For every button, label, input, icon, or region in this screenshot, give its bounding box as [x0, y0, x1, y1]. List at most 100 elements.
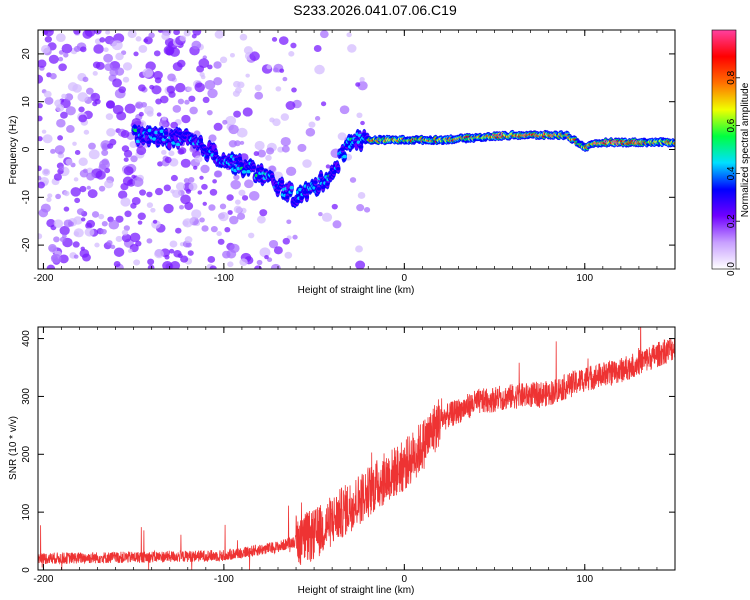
- spectrogram-y-label: Frequency (Hz): [8, 116, 19, 185]
- spectrogram-cell: [73, 228, 84, 238]
- spectrogram-cell: [38, 103, 43, 109]
- spectrogram-cell: [169, 261, 181, 269]
- spectrogram-cell: [237, 81, 245, 89]
- spectrogram-cell: [86, 185, 91, 190]
- spectrogram-cell: [363, 206, 371, 213]
- spectrogram-cell: [86, 219, 96, 228]
- spectrogram-cell: [214, 30, 224, 39]
- spectrogram-cell: [187, 250, 194, 256]
- spectrogram-cell: [282, 76, 288, 82]
- spectrogram-y-ticks: -20 -10 0 10 20: [21, 48, 675, 252]
- spectrogram-cell: [70, 187, 81, 197]
- spectrogram-cell: [124, 210, 132, 218]
- spectrogram-cell: [188, 95, 196, 102]
- spectrogram-cell: [77, 92, 89, 102]
- snr-y-tick-label: 300: [21, 388, 32, 405]
- spectrogram-cell: [179, 35, 187, 42]
- spectrogram-cell: [64, 93, 74, 101]
- spectrogram-cell: [183, 178, 190, 184]
- spectrogram-cell: [243, 46, 253, 55]
- spectrogram-cell: [291, 87, 297, 93]
- spectrogram-cell: [216, 231, 222, 237]
- spectrogram-ridge-cell: [163, 131, 169, 135]
- spectrogram-y-tick-label: 20: [21, 48, 32, 60]
- snr-x-tick-label: -200: [33, 574, 53, 585]
- spectrogram-cell: [122, 62, 133, 71]
- spectrogram-cell: [233, 205, 243, 214]
- spectrogram-cell: [38, 175, 42, 181]
- spectrogram-cell: [184, 99, 190, 105]
- spectrogram-cell: [266, 147, 275, 155]
- spectrogram-cell: [88, 149, 100, 160]
- spectrogram-cell: [79, 185, 87, 193]
- spectrogram-cell: [163, 184, 171, 192]
- spectrogram-cell: [198, 58, 210, 69]
- spectrogram-cell: [98, 185, 106, 192]
- spectrogram-cell: [42, 134, 53, 144]
- spectrogram-cell: [73, 216, 83, 225]
- spectrogram-cell: [161, 32, 170, 41]
- spectrogram-cell: [233, 174, 240, 181]
- spectrogram-cell: [105, 30, 111, 35]
- spectrogram-cell: [170, 121, 178, 129]
- spectrogram-ridge-cell: [313, 180, 318, 184]
- spectrogram-cell: [242, 107, 253, 117]
- spectrogram-cell: [98, 213, 105, 220]
- spectrogram-cell: [122, 176, 134, 186]
- spectrogram-cell: [123, 149, 133, 158]
- spectrogram-cell: [180, 158, 191, 168]
- spectrogram-cell: [65, 106, 76, 116]
- spectrogram-cell: [167, 73, 176, 82]
- spectrogram-cell: [86, 87, 94, 95]
- spectrogram-cell: [138, 111, 144, 117]
- spectrogram-cell: [207, 255, 216, 263]
- spectrogram-cell: [282, 237, 290, 245]
- spectrogram-ridge-cell: [241, 170, 247, 174]
- spectrogram-cell: [169, 248, 175, 254]
- spectrogram-cell: [82, 76, 89, 83]
- spectrogram-ridge-cell: [246, 169, 251, 174]
- spectrogram-ridge: [131, 124, 675, 209]
- spectrogram-cell: [50, 253, 62, 264]
- spectrogram-cell: [67, 82, 78, 92]
- colorbar-ticks: 0.0 0.2 0.4 0.6 0.8: [726, 70, 740, 276]
- spectrogram-cell: [57, 135, 63, 141]
- spectrogram-cell: [121, 233, 132, 243]
- spectrogram-cell: [46, 197, 52, 203]
- spectrogram-cell: [38, 165, 42, 172]
- spectrogram-cell: [219, 203, 227, 210]
- spectrogram-cell: [115, 52, 124, 61]
- spectrogram-cell: [73, 177, 79, 182]
- colorbar-tick-label: 0.8: [726, 70, 737, 84]
- spectrogram-cell: [38, 115, 43, 122]
- colorbar: 0.0 0.2 0.4 0.6 0.8 Normalized spectral ampl…: [711, 29, 750, 276]
- spectrogram-cell: [264, 255, 269, 260]
- spectrogram-cell: [79, 249, 90, 258]
- spectrogram-cell: [55, 104, 65, 112]
- spectrogram-cell: [133, 51, 139, 57]
- spectrogram-cell: [83, 129, 90, 135]
- spectrogram-cell: [244, 179, 254, 189]
- spectrogram-cell: [210, 225, 218, 233]
- snr-x-ticks: -200 -100 0 100: [33, 327, 676, 585]
- spectrogram-cell: [218, 211, 229, 222]
- spectrogram-ridge-cell: [289, 185, 294, 190]
- spectrogram-cell: [189, 106, 198, 115]
- spectrogram-cells: [38, 30, 371, 269]
- colorbar-tick-label: 0.4: [726, 166, 737, 180]
- spectrogram-cell: [120, 197, 131, 207]
- spectrogram-cell: [172, 104, 182, 113]
- spectrogram-x-ticks: -200 -100 0 100: [33, 30, 676, 284]
- spectrogram-cell: [158, 120, 168, 128]
- spectrogram-cell: [133, 259, 141, 266]
- spectrogram-cell: [169, 240, 178, 248]
- spectrogram-cell: [146, 238, 153, 244]
- spectrogram-cell: [199, 72, 205, 77]
- spectrogram-cell: [49, 73, 57, 80]
- spectrogram-cell: [200, 164, 210, 174]
- spectrogram-cell: [72, 241, 80, 248]
- spectrogram-cell: [319, 30, 329, 39]
- spectrogram-cell: [357, 192, 366, 199]
- spectrogram-cell: [124, 103, 136, 114]
- spectrogram-cell: [50, 148, 56, 154]
